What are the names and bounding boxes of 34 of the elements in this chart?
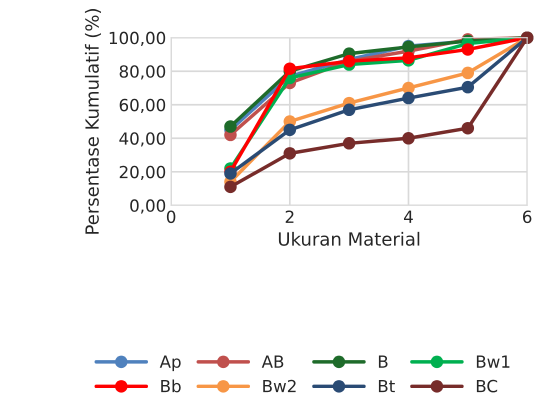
legend-label: Bw2 <box>263 380 296 392</box>
y-tick-label: 20,00 <box>120 166 166 180</box>
legend-label: BC <box>476 380 498 392</box>
y-tick-label: 80,00 <box>120 65 166 80</box>
point <box>402 52 415 64</box>
point <box>224 120 237 133</box>
x-tick-label: 6 <box>523 210 532 224</box>
point <box>342 137 356 150</box>
legend-label: Bt <box>378 380 395 392</box>
point <box>462 122 474 134</box>
x-axis-title: Ukuran Material <box>278 232 420 246</box>
y-tick-label: 0,00 <box>130 199 166 214</box>
y-tick-label: 40,00 <box>119 132 166 147</box>
x-tick-label: 4 <box>404 210 413 223</box>
x-tick-label: 2 <box>286 210 294 223</box>
legend-label: Bb <box>161 379 181 392</box>
y-tick-label: 100,00 <box>110 32 166 46</box>
legend-label: AB <box>262 356 284 368</box>
legend-label: B <box>378 356 388 368</box>
point <box>462 66 474 80</box>
point <box>342 104 356 116</box>
point <box>402 92 415 104</box>
point <box>284 124 296 136</box>
y-tick-label: 60,00 <box>120 98 166 114</box>
x-tick-label: 0 <box>166 210 176 224</box>
point <box>284 147 296 160</box>
legend-label: Bw1 <box>476 356 510 368</box>
point <box>224 180 237 194</box>
y-axis-title: Persentase Kumulatif (%) <box>84 9 102 234</box>
point <box>462 80 474 94</box>
legend-label: Ap <box>160 356 181 372</box>
point <box>462 43 474 56</box>
point <box>284 62 296 75</box>
point <box>402 132 415 145</box>
